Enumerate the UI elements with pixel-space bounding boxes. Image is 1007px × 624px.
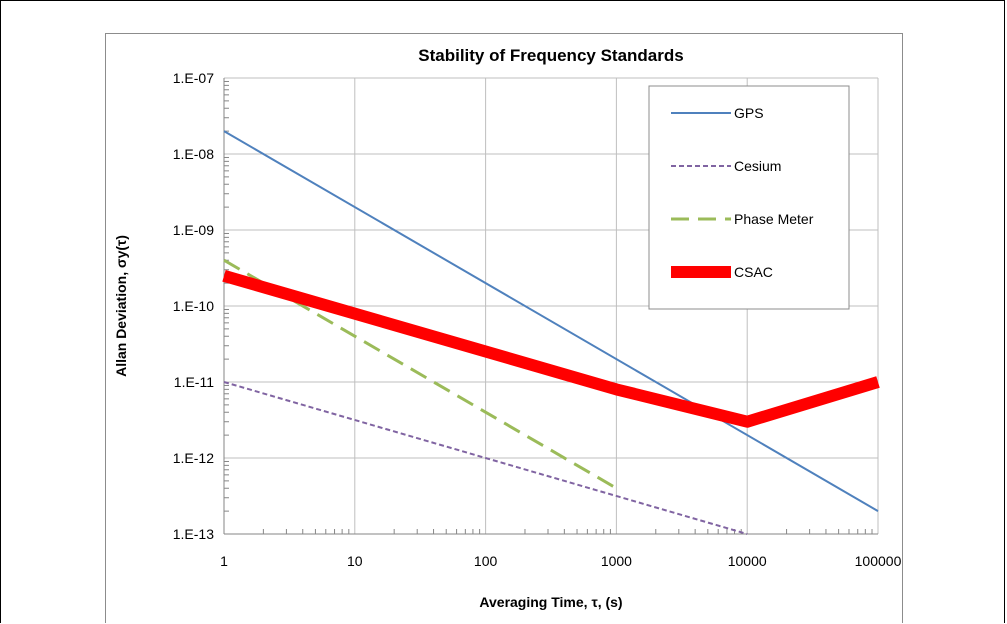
x-tick-label: 1 xyxy=(220,553,228,569)
y-tick-label: 1.E-11 xyxy=(174,374,214,390)
x-tick-label: 100 xyxy=(474,553,498,569)
chart-area: 1 10 100 1000 10000 100000 1.E-13 1.E-12 1.E-11 1… xyxy=(105,33,903,623)
chart-title: Stability of Frequency Standards xyxy=(418,46,683,65)
y-tick-label: 1.E-08 xyxy=(173,146,214,162)
y-tick-label: 1.E-09 xyxy=(173,222,214,238)
y-axis-title: Allan Deviation, σy(τ) xyxy=(113,235,129,377)
legend-label: GPS xyxy=(734,105,764,121)
y-tick-label: 1.E-10 xyxy=(173,298,214,314)
x-axis-title: Averaging Time, τ, (s) xyxy=(479,594,622,610)
legend-label: CSAC xyxy=(734,264,773,280)
series-line-phase-meter xyxy=(223,258,618,490)
chart-svg: 1 10 100 1000 10000 100000 1.E-13 1.E-12 1.E-11 1… xyxy=(113,46,902,610)
legend-label: Phase Meter xyxy=(734,211,814,227)
y-tick-label: 1.E-12 xyxy=(173,450,214,466)
series-line-csac xyxy=(222,270,880,428)
legend-label: Cesium xyxy=(734,158,781,174)
x-tick-label: 100000 xyxy=(855,553,902,569)
x-tick-label: 10000 xyxy=(728,553,767,569)
series-line-gps xyxy=(223,130,879,512)
x-tick-label: 1000 xyxy=(601,553,632,569)
x-tick-label: 10 xyxy=(347,553,363,569)
y-tick-label: 1.E-13 xyxy=(173,526,214,542)
y-tick-label: 1.E-07 xyxy=(173,70,214,86)
series-line-cesium xyxy=(223,381,748,535)
